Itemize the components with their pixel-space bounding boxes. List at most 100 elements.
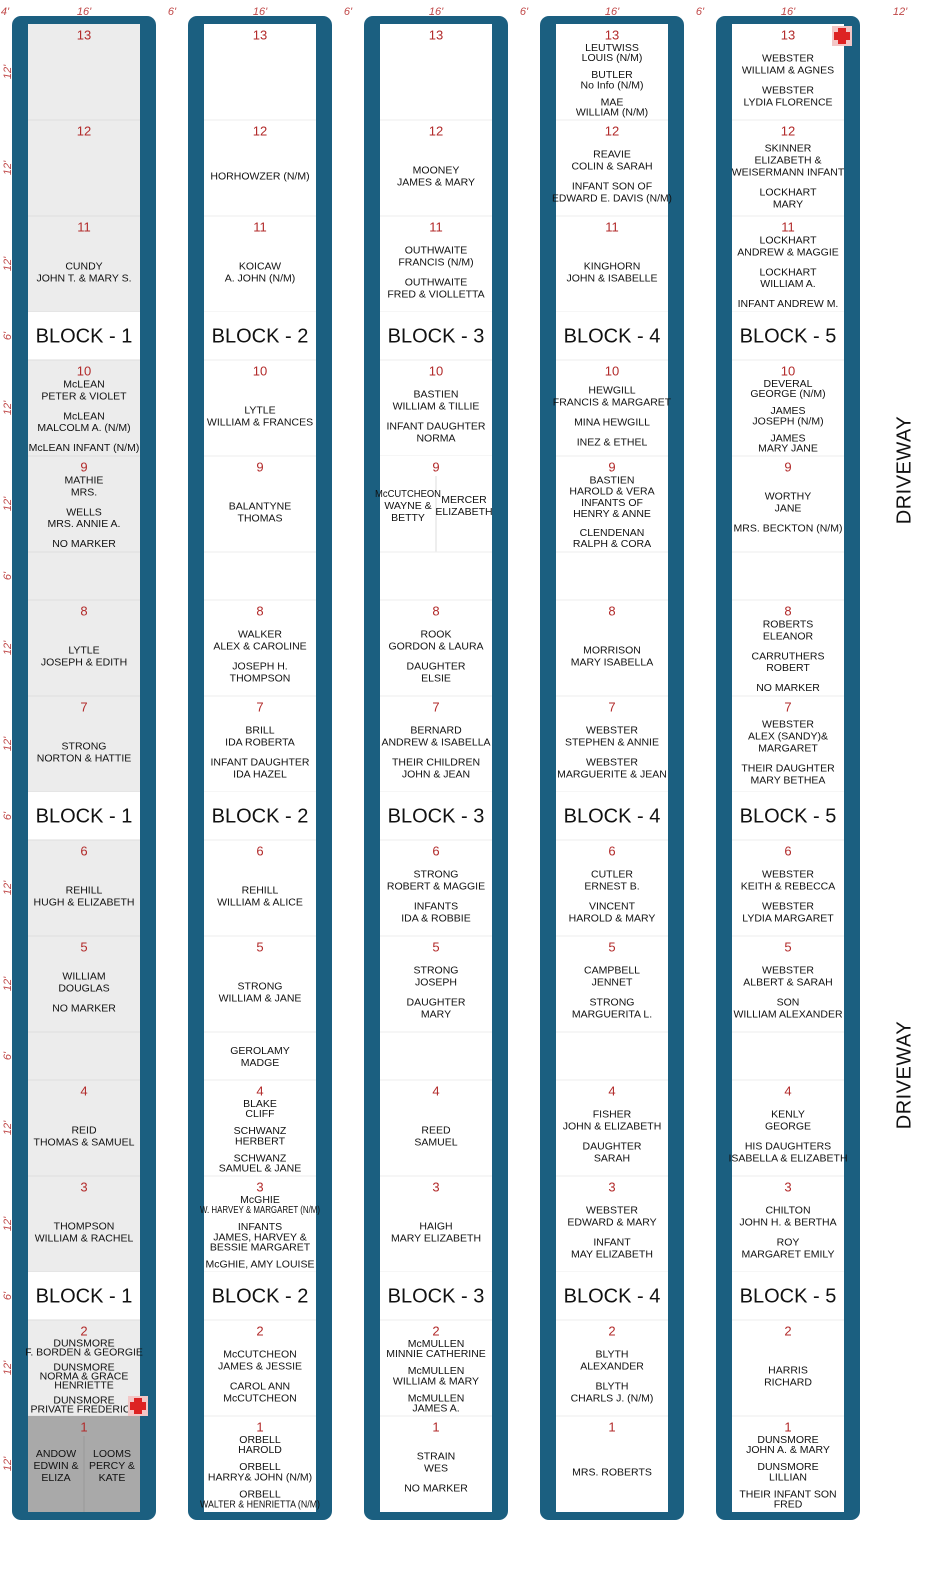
plot-name: NORMA & GRACE	[40, 1370, 129, 1382]
plot-name: BLYTH	[595, 1348, 628, 1360]
block-label: BLOCK - 4	[564, 805, 661, 827]
dimension-label: 12'	[2, 64, 14, 79]
plot-name: JOSEPH (N/M)	[752, 415, 823, 427]
plot-number: 2	[608, 1323, 615, 1338]
plot-name: DUNSMORE	[53, 1361, 114, 1373]
plot-name: STRONG	[62, 740, 107, 752]
block-label: BLOCK - 2	[212, 1285, 309, 1307]
plot-name: JOSEPH & EDITH	[41, 656, 127, 668]
plot-name: FRED & VIOLLETTA	[387, 288, 484, 300]
plot-name: INFANT	[593, 1236, 631, 1248]
plot-number: 6	[432, 843, 439, 858]
plot-name: McMULLEN	[408, 1392, 465, 1404]
dimension-label: 12'	[2, 160, 14, 175]
dimension-label: 12'	[2, 736, 14, 751]
plot-number: 3	[608, 1179, 615, 1194]
plot-name: JAMES	[770, 432, 805, 444]
block-label: BLOCK - 4	[564, 1285, 661, 1307]
plot-number: 3	[256, 1179, 263, 1194]
plot-name: HENRY & ANNE	[573, 508, 651, 520]
plot-name: WEBSTER	[762, 964, 814, 976]
plot-name: LOCKHART	[760, 235, 818, 247]
dimension-label: 16'	[781, 6, 796, 18]
plot-name: PETER & VIOLET	[41, 391, 127, 403]
plot-name: McGHIE, AMY LOUISE	[206, 1259, 315, 1271]
plot-name: EDWIN &	[34, 1460, 79, 1472]
plot-name: MINA HEWGILL	[574, 416, 650, 428]
plot-name: PRIVATE FREDERICK	[31, 1403, 138, 1415]
plot-number: 9	[432, 459, 439, 474]
plot-name: JOHN & JEAN	[402, 768, 470, 780]
plot-name: LYTLE	[68, 644, 99, 656]
plot-name: ELEANOR	[763, 631, 814, 643]
plot-number: 9	[256, 459, 263, 474]
plot-name: REAVIE	[593, 148, 631, 160]
block-label-bg	[28, 792, 140, 840]
plot-name: DAUGHTER	[407, 660, 466, 672]
plot-name: MAY ELIZABETH	[571, 1248, 653, 1260]
block-label-bg	[28, 1272, 140, 1320]
plot-name: NO MARKER	[756, 682, 820, 694]
plot-number: 6	[256, 843, 263, 858]
plot-name: BALANTYNE	[229, 500, 291, 512]
plot-name: ELSIE	[421, 672, 451, 684]
plot-number: 4	[80, 1083, 87, 1098]
block-label-bg	[380, 792, 492, 840]
plot-number: 1	[608, 1419, 615, 1434]
plot-number: 7	[432, 699, 439, 714]
plot-name: MORRISON	[583, 644, 641, 656]
plot-name: WILLIAM & AGNES	[742, 64, 834, 76]
plot-number: 12	[781, 123, 795, 138]
plot-number: 10	[429, 363, 443, 378]
plot-name: FRANCIS & MARGARET	[553, 396, 672, 408]
plot-name: KATE	[99, 1472, 126, 1484]
plot-name: GEORGE (N/M)	[750, 388, 825, 400]
plot-name: JOHN A. & MARY	[746, 1444, 830, 1456]
plot-name: LOOMS	[93, 1448, 131, 1460]
block-label: BLOCK - 4	[564, 325, 661, 347]
block-inner	[380, 24, 492, 1512]
plot-number: 8	[784, 603, 791, 618]
plot-number: 5	[432, 939, 439, 954]
plot-name: INFANTS	[414, 900, 458, 912]
block-label: BLOCK - 2	[212, 805, 309, 827]
plot-number: 8	[80, 603, 87, 618]
block-label-bg	[380, 1272, 492, 1320]
plot-name: MARY	[773, 198, 803, 210]
plot-number: 12	[253, 123, 267, 138]
block-label-bg	[28, 312, 140, 360]
plot-name: JOHN & ELIZABETH	[563, 1120, 662, 1132]
plot-name: CLENDENAN	[580, 527, 645, 539]
plot-name: ALEX & CAROLINE	[213, 640, 306, 652]
plot-name: WEBSTER	[762, 52, 814, 64]
plot-name: WALKER	[238, 628, 282, 640]
plot-name: DUNSMORE	[757, 1434, 818, 1446]
block-label-bg	[556, 792, 668, 840]
plot-number: 12	[77, 123, 91, 138]
plot-name: MERCER	[441, 494, 487, 506]
plot-name: THEIR DAUGHTER	[741, 762, 835, 774]
plot-name: INFANT ANDREW M.	[738, 298, 839, 310]
block-label-bg	[204, 1272, 316, 1320]
plot-number: 9	[80, 459, 87, 474]
plot-name: ROBERT	[766, 662, 810, 674]
dimension-label: 16'	[253, 6, 268, 18]
block-label: BLOCK - 3	[388, 325, 485, 347]
plot-name: WILLIAM & JANE	[219, 992, 302, 1004]
plot-name: WELLS	[66, 506, 102, 518]
plot-number: 12	[605, 123, 619, 138]
plot-name: CAROL ANN	[230, 1380, 290, 1392]
plot-number: 13	[429, 27, 443, 42]
dimension-label: 12'	[2, 976, 14, 991]
plot-name: FRED	[774, 1499, 803, 1511]
block-label: BLOCK - 3	[388, 1285, 485, 1307]
plot-name: WEISERMANN INFANT	[732, 166, 845, 178]
plot-name: FISHER	[593, 1108, 632, 1120]
plot-name: McCUTCHEON	[223, 1392, 297, 1404]
dimension-label: 6'	[520, 6, 529, 18]
plot-name: BASTIEN	[590, 474, 635, 486]
plot-name: JANE	[775, 502, 802, 514]
plot-name: MRS. BECKTON (N/M)	[734, 522, 843, 534]
plot-name: McMULLEN	[408, 1365, 465, 1377]
plot-name: MARY ISABELLA	[571, 656, 654, 668]
